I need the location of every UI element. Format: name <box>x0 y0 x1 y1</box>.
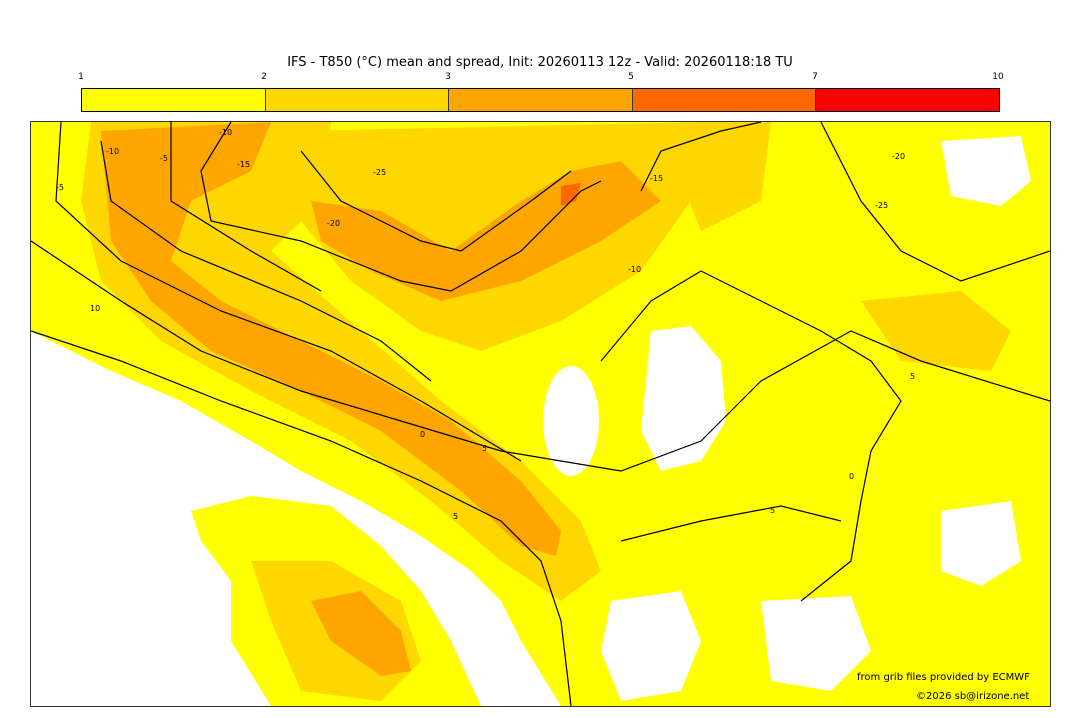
map-title: IFS - T850 (°C) mean and spread, Init: 2… <box>287 55 793 70</box>
contour-label: -15 <box>650 174 663 183</box>
copyright-credit: ©2026 sb@irizone.net <box>916 691 1030 702</box>
contour-label: 5 <box>910 372 915 381</box>
contour-label: -10 <box>219 128 232 137</box>
colorbar <box>81 88 1000 112</box>
spread-5-7-area <box>561 183 581 206</box>
contour-label: 10 <box>90 304 100 313</box>
colorbar-segment <box>265 89 450 111</box>
contour-labels: -5 -10 -5 -15 -20 -25 -15 -20 -25 -10 10… <box>56 128 915 521</box>
colorbar-tick: 7 <box>812 72 818 82</box>
contour-label: -25 <box>373 168 386 177</box>
contour-label: 5 <box>770 506 775 515</box>
colorbar-tick: 1 <box>78 72 84 82</box>
colorbar-tick: 2 <box>261 72 267 82</box>
contour-label: 5 <box>453 512 458 521</box>
colorbar-segment <box>632 89 817 111</box>
colorbar-tick: 3 <box>445 72 451 82</box>
colorbar-segment <box>82 89 266 111</box>
spread-map: -5 -10 -5 -15 -20 -25 -15 -20 -25 -10 10… <box>30 121 1051 707</box>
contour-label: -20 <box>327 219 340 228</box>
colorbar-tick: 5 <box>628 72 634 82</box>
isotherm-contours <box>31 122 1050 706</box>
colorbar-segment <box>816 89 999 111</box>
colorbar-segment <box>449 89 633 111</box>
contour-label: -5 <box>56 183 64 192</box>
contour-label: -20 <box>892 152 905 161</box>
contour-label: 5 <box>482 444 487 453</box>
contour-label: -15 <box>237 160 250 169</box>
contour-label: -5 <box>160 154 168 163</box>
contour-label: 0 <box>420 430 425 439</box>
data-source-credit: from grib files provided by ECMWF <box>857 672 1030 683</box>
contour-label: -10 <box>106 147 119 156</box>
contour-label: -10 <box>628 265 641 274</box>
colorbar-tick: 10 <box>992 72 1004 82</box>
contour-label: -25 <box>875 201 888 210</box>
contour-label: 0 <box>849 472 854 481</box>
